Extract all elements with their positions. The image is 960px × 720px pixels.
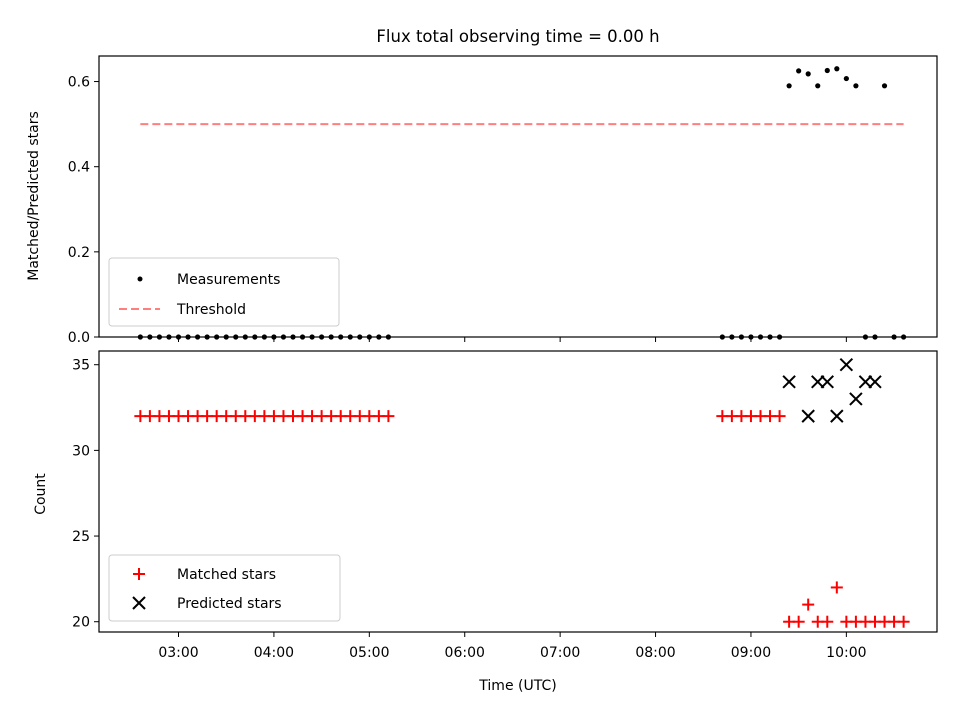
bottom-series <box>134 358 910 628</box>
top-y-tick-label: 0.4 <box>68 160 90 176</box>
measurements-point <box>175 334 182 340</box>
bottom-x-tick-label: 07:00 <box>540 645 580 661</box>
measurements-point <box>185 334 191 340</box>
measurements-point <box>223 334 229 340</box>
predicted-stars-point <box>849 392 863 406</box>
measurements-point <box>147 334 153 340</box>
bottom-x-tick-label: 09:00 <box>731 645 771 661</box>
measurements-point <box>805 71 811 77</box>
legend-label-predicted-stars: Predicted stars <box>177 596 282 612</box>
predicted-stars-point <box>782 375 796 389</box>
measurements-point <box>204 334 210 340</box>
measurements-point <box>290 334 296 340</box>
measurements-point <box>786 83 792 89</box>
measurements-point <box>299 334 306 340</box>
legend-label-matched-stars: Matched stars <box>177 567 276 583</box>
measurements-point <box>901 334 907 340</box>
measurements-point <box>261 334 267 340</box>
bottom-y-tick-label: 35 <box>72 358 90 374</box>
measurements-point <box>738 334 745 340</box>
measurements-point <box>194 334 201 340</box>
matched-stars-point <box>830 581 843 594</box>
measurements-point <box>729 334 735 340</box>
measurements-point <box>881 83 888 89</box>
measurements-point <box>233 334 239 340</box>
chart-title: Flux total observing time = 0.00 h <box>376 27 659 46</box>
measurements-point <box>719 334 725 340</box>
bottom-y-tick-label: 25 <box>72 529 90 545</box>
bottom-x-tick-label: 04:00 <box>254 645 294 661</box>
top-y-ticks: 0.0 0.2 0.4 0.6 <box>68 75 99 346</box>
legend-marker-measurements <box>137 276 143 282</box>
measurements-point <box>319 334 325 340</box>
measurements-point <box>242 334 248 340</box>
measurements-point <box>366 334 372 340</box>
predicted-stars-point <box>801 409 815 423</box>
bottom-y-tick-label: 20 <box>72 615 90 631</box>
bottom-x-tick-label: 06:00 <box>445 645 485 661</box>
top-y-tick-label: 0.2 <box>68 245 90 261</box>
measurements-point <box>271 334 277 340</box>
matched-stars-point <box>802 598 815 611</box>
predicted-stars-point <box>811 375 825 389</box>
bottom-x-ticks: 03:00 04:00 05:00 06:00 07:00 08:00 09:00 10:00 <box>158 632 867 661</box>
top-y-axis-label: Matched/Predicted stars <box>26 111 42 281</box>
matched-stars-point <box>897 615 910 628</box>
measurements-point <box>137 334 143 340</box>
measurements-point <box>843 75 849 82</box>
matched-stars-point <box>382 410 395 423</box>
measurements-point <box>872 334 878 340</box>
measurements-point <box>252 334 258 340</box>
bottom-legend: Matched stars Predicted stars <box>108 554 341 622</box>
bottom-x-tick-label: 10:00 <box>826 645 866 661</box>
measurements-point <box>767 334 773 340</box>
predicted-stars-point <box>839 358 854 372</box>
legend-marker-predicted-stars <box>132 596 146 610</box>
predicted-stars-point <box>820 375 834 389</box>
measurements-point <box>862 334 869 340</box>
measurements-point <box>796 68 802 74</box>
measurements-point <box>347 334 353 340</box>
predicted-stars-point <box>868 375 882 389</box>
bottom-x-tick-label: 05:00 <box>349 645 389 661</box>
measurements-point <box>776 334 783 340</box>
bottom-y-ticks: 20 25 30 35 <box>72 358 99 631</box>
bottom-y-axis-label: Count <box>33 473 49 515</box>
measurements-point <box>357 334 363 340</box>
bottom-x-axis-label: Time (UTC) <box>478 678 556 694</box>
measurements-point <box>824 67 830 74</box>
top-y-tick-label: 0.6 <box>68 75 90 91</box>
legend-marker-matched-stars <box>133 568 145 580</box>
bottom-x-tick-label: 03:00 <box>158 645 198 661</box>
measurements-point <box>376 334 382 340</box>
measurements-point <box>834 66 840 72</box>
measurements-point <box>309 334 315 340</box>
measurements-point <box>328 334 334 340</box>
measurements-point <box>815 83 821 89</box>
top-legend: Measurements Threshold <box>108 257 340 327</box>
measurements-point <box>853 83 859 89</box>
predicted-stars-point <box>858 375 873 389</box>
measurements-point <box>280 334 287 340</box>
measurements-point <box>214 334 220 340</box>
top-series <box>137 66 907 340</box>
measurements-point <box>757 334 764 340</box>
measurements-point <box>156 334 163 340</box>
matched-stars-point <box>792 615 805 628</box>
matched-stars-point <box>773 410 786 423</box>
measurements-point <box>385 334 392 340</box>
bottom-y-tick-label: 30 <box>72 443 90 459</box>
measurements-point <box>338 334 344 340</box>
legend-label-measurements: Measurements <box>177 272 280 288</box>
measurements-point <box>166 334 172 340</box>
bottom-x-tick-label: 08:00 <box>635 645 675 661</box>
measurements-point <box>891 334 897 340</box>
measurements-point <box>748 334 754 340</box>
legend-label-threshold: Threshold <box>176 302 246 318</box>
predicted-stars-point <box>830 409 844 423</box>
top-y-tick-label: 0.0 <box>68 330 90 346</box>
matched-stars-point <box>821 615 834 628</box>
